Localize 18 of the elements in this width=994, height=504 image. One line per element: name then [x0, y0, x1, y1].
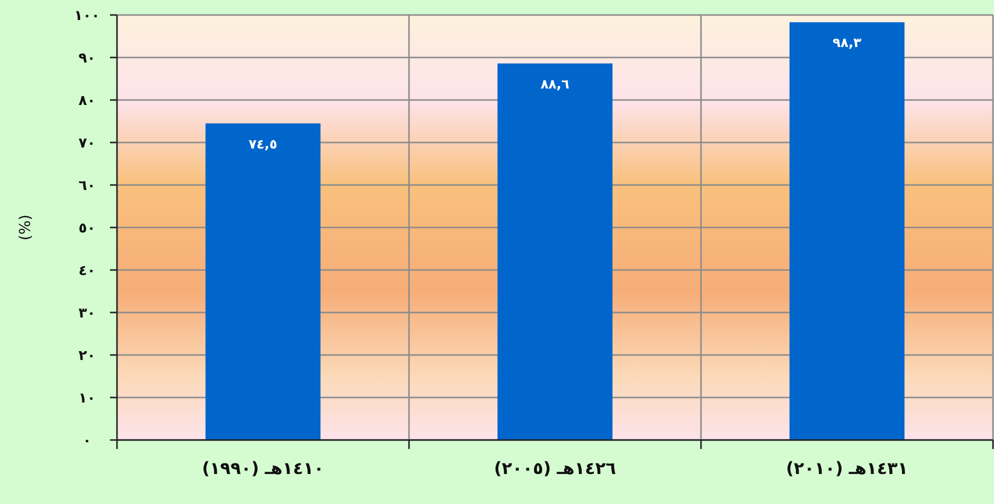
- data-label: ٨٨,٦: [540, 77, 570, 92]
- y-tick-label: ٦٠: [78, 178, 96, 194]
- y-tick-label: ٥٠: [78, 220, 96, 236]
- y-tick-label: ٧٠: [78, 136, 96, 152]
- y-tick-label: ٩٠: [78, 50, 96, 66]
- y-axis-title: (%): [16, 214, 34, 240]
- y-tick-label: ٨٠: [78, 93, 96, 109]
- x-tick-label: ١٤٢٦هـ (٢٠٠٥): [494, 459, 616, 479]
- y-tick-label: ٢٠: [78, 348, 96, 364]
- y-tick-label: ٣٠: [78, 306, 96, 322]
- y-tick-label: ١٠: [78, 390, 96, 406]
- data-label: ٧٤,٥: [248, 137, 278, 152]
- y-tick-label: ١٠٠: [74, 8, 100, 24]
- x-tick-label: ١٤٣١هـ (٢٠١٠): [786, 459, 908, 479]
- y-tick-label: ٤٠: [78, 263, 96, 279]
- data-label: ٩٨,٣: [832, 36, 862, 52]
- y-tick-label: ٠: [82, 433, 92, 449]
- x-tick-label: ١٤١٠هـ (١٩٩٠): [202, 459, 324, 479]
